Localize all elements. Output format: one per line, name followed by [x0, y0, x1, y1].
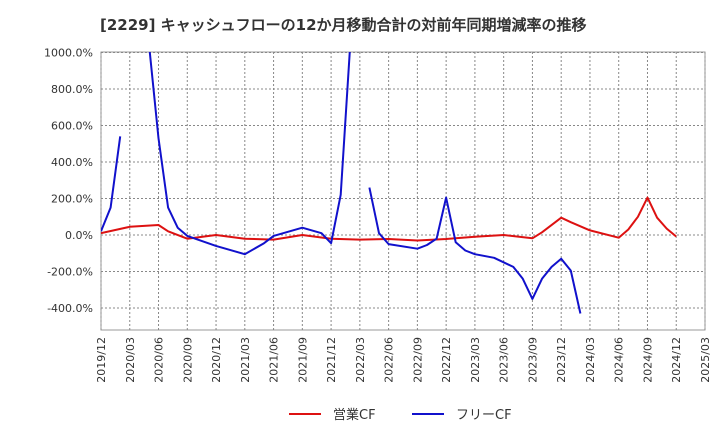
y-axis-ticks: 1000.0% 800.0% 600.0% 400.0% 200.0% 0.0% -200.… — [44, 47, 93, 316]
y-tick-label: 1000.0% — [44, 47, 93, 60]
legend-label-free-cf: フリーCF — [456, 408, 512, 423]
x-tick-label: 2020/12 — [210, 337, 223, 383]
legend-label-operating-cf: 営業CF — [333, 407, 376, 423]
x-tick-label: 2022/03 — [354, 337, 367, 383]
x-tick-label: 2022/09 — [411, 337, 424, 383]
y-tick-label: -200.0% — [47, 266, 93, 279]
y-tick-label: 400.0% — [51, 156, 93, 169]
y-tick-label: 0.0% — [65, 229, 93, 242]
x-tick-label: 2024/06 — [613, 337, 626, 383]
x-tick-label: 2022/06 — [383, 337, 396, 383]
legend: 営業CF フリーCF — [289, 407, 512, 423]
x-tick-label: 2021/09 — [296, 337, 309, 383]
x-tick-label: 2023/03 — [469, 337, 482, 383]
grid-layer — [100, 52, 706, 330]
x-tick-label: 2020/06 — [153, 337, 166, 383]
series-line-operating-cf — [101, 196, 677, 242]
x-tick-label: 2021/03 — [239, 337, 252, 383]
x-tick-label: 2024/12 — [670, 337, 683, 383]
x-tick-label: 2023/12 — [555, 337, 568, 383]
series-line-free-cf — [148, 52, 351, 256]
x-tick-label: 2020/09 — [181, 337, 194, 383]
x-tick-label: 2021/06 — [268, 337, 281, 383]
y-tick-label: -400.0% — [47, 302, 93, 315]
series-line-free-cf — [368, 187, 582, 314]
x-tick-label: 2024/03 — [584, 337, 597, 383]
x-tick-label: 2020/03 — [124, 337, 137, 383]
x-tick-label: 2019/12 — [95, 337, 108, 383]
x-tick-label: 2021/12 — [325, 337, 338, 383]
y-tick-label: 600.0% — [51, 120, 93, 133]
x-axis-ticks: 2019/12 2020/03 2020/06 2020/09 2020/12 2021/… — [95, 337, 712, 383]
chart-title: [2229] キャッシュフローの12か月移動合計の対前年同期増減率の推移 — [100, 16, 587, 34]
x-tick-label: 2022/12 — [440, 337, 453, 383]
x-tick-label: 2025/03 — [699, 337, 712, 383]
x-tick-label: 2023/09 — [526, 337, 539, 383]
series-line-free-cf — [101, 136, 122, 232]
y-tick-label: 800.0% — [51, 83, 93, 96]
x-tick-label: 2023/06 — [498, 337, 511, 383]
x-tick-label: 2024/09 — [641, 337, 654, 383]
series-layer — [101, 52, 677, 314]
y-tick-label: 200.0% — [51, 193, 93, 206]
plot-frame — [100, 51, 706, 331]
